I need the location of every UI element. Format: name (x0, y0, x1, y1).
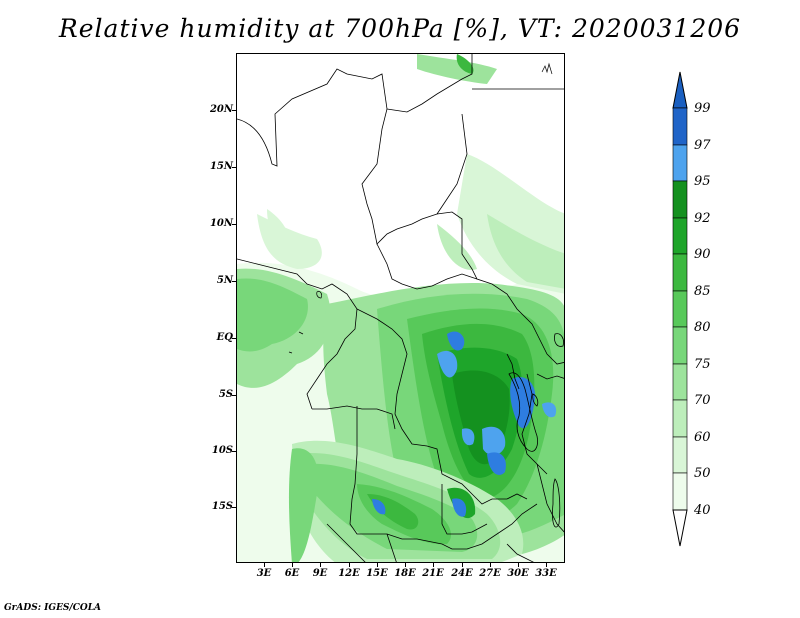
lon-label: 12E (338, 568, 360, 579)
colorbar-segment (672, 253, 688, 292)
lon-tick (377, 563, 378, 567)
lon-label: 33E (535, 568, 557, 579)
lat-label: 15N (209, 161, 233, 172)
colorbar-label: 92 (694, 211, 711, 226)
lat-tick (232, 110, 236, 111)
colorbar-label: 80 (694, 320, 711, 335)
lat-tick (232, 451, 236, 452)
lon-label: 24E (451, 568, 473, 579)
lat-tick (232, 281, 236, 282)
lon-label: 6E (284, 568, 300, 579)
lon-label: 30E (507, 568, 529, 579)
colorbar-bar (672, 71, 688, 547)
humidity-map (237, 54, 564, 562)
lon-tick (292, 563, 293, 567)
lon-label: 15E (366, 568, 388, 579)
colorbar-segment (672, 436, 688, 474)
lat-label: 20N (209, 104, 233, 115)
lon-tick (490, 563, 491, 567)
lat-label: 5N (216, 275, 233, 286)
colorbar-segment (672, 363, 688, 401)
lat-label: 5S (218, 389, 233, 400)
humidity-shading (237, 54, 564, 562)
software-credit: GrADS: IGES/COLA (4, 603, 102, 613)
colorbar-segment (672, 326, 688, 365)
lat-label: 10N (209, 218, 233, 229)
lon-label: 21E (422, 568, 444, 579)
colorbar-bottom-arrow (672, 509, 688, 547)
lat-tick (232, 395, 236, 396)
lat-tick (232, 507, 236, 508)
country-borders (237, 54, 564, 562)
lat-tick (232, 224, 236, 225)
colorbar-label: 40 (694, 503, 711, 518)
lon-label: 9E (312, 568, 328, 579)
colorbar-label: 85 (694, 284, 711, 299)
lat-label: 15S (211, 501, 233, 512)
colorbar-label: 70 (694, 393, 711, 408)
lon-tick (320, 563, 321, 567)
lon-label: 3E (256, 568, 272, 579)
colorbar-top-arrow (672, 71, 688, 109)
lat-label: EQ (216, 332, 233, 343)
colorbar-label: 99 (694, 101, 711, 116)
lon-label: 18E (394, 568, 416, 579)
lon-tick (264, 563, 265, 567)
lat-tick (232, 167, 236, 168)
lat-label: 10S (211, 445, 233, 456)
lake-outlines (508, 333, 564, 528)
colorbar-label: 75 (694, 357, 711, 372)
colorbar-segment (672, 217, 688, 255)
colorbar-segment (672, 290, 688, 328)
lon-tick (349, 563, 350, 567)
lon-tick (433, 563, 434, 567)
lon-tick (546, 563, 547, 567)
lon-tick (518, 563, 519, 567)
colorbar-label: 90 (694, 247, 711, 262)
colorbar-label: 60 (694, 430, 711, 445)
coastal-features (288, 62, 553, 354)
colorbar-segment (672, 144, 688, 182)
colorbar-label: 95 (694, 174, 711, 189)
lon-tick (462, 563, 463, 567)
colorbar-segment (672, 399, 688, 438)
colorbar-label: 50 (694, 466, 711, 481)
colorbar-label: 97 (694, 138, 711, 153)
lon-tick (405, 563, 406, 567)
map-title: Relative humidity at 700hPa [%], VT: 202… (58, 14, 742, 43)
colorbar-segment (672, 472, 688, 511)
map-panel (236, 53, 565, 563)
colorbar-segment (672, 180, 688, 219)
colorbar-segment (672, 107, 688, 146)
lon-label: 27E (479, 568, 501, 579)
lat-tick (232, 338, 236, 339)
